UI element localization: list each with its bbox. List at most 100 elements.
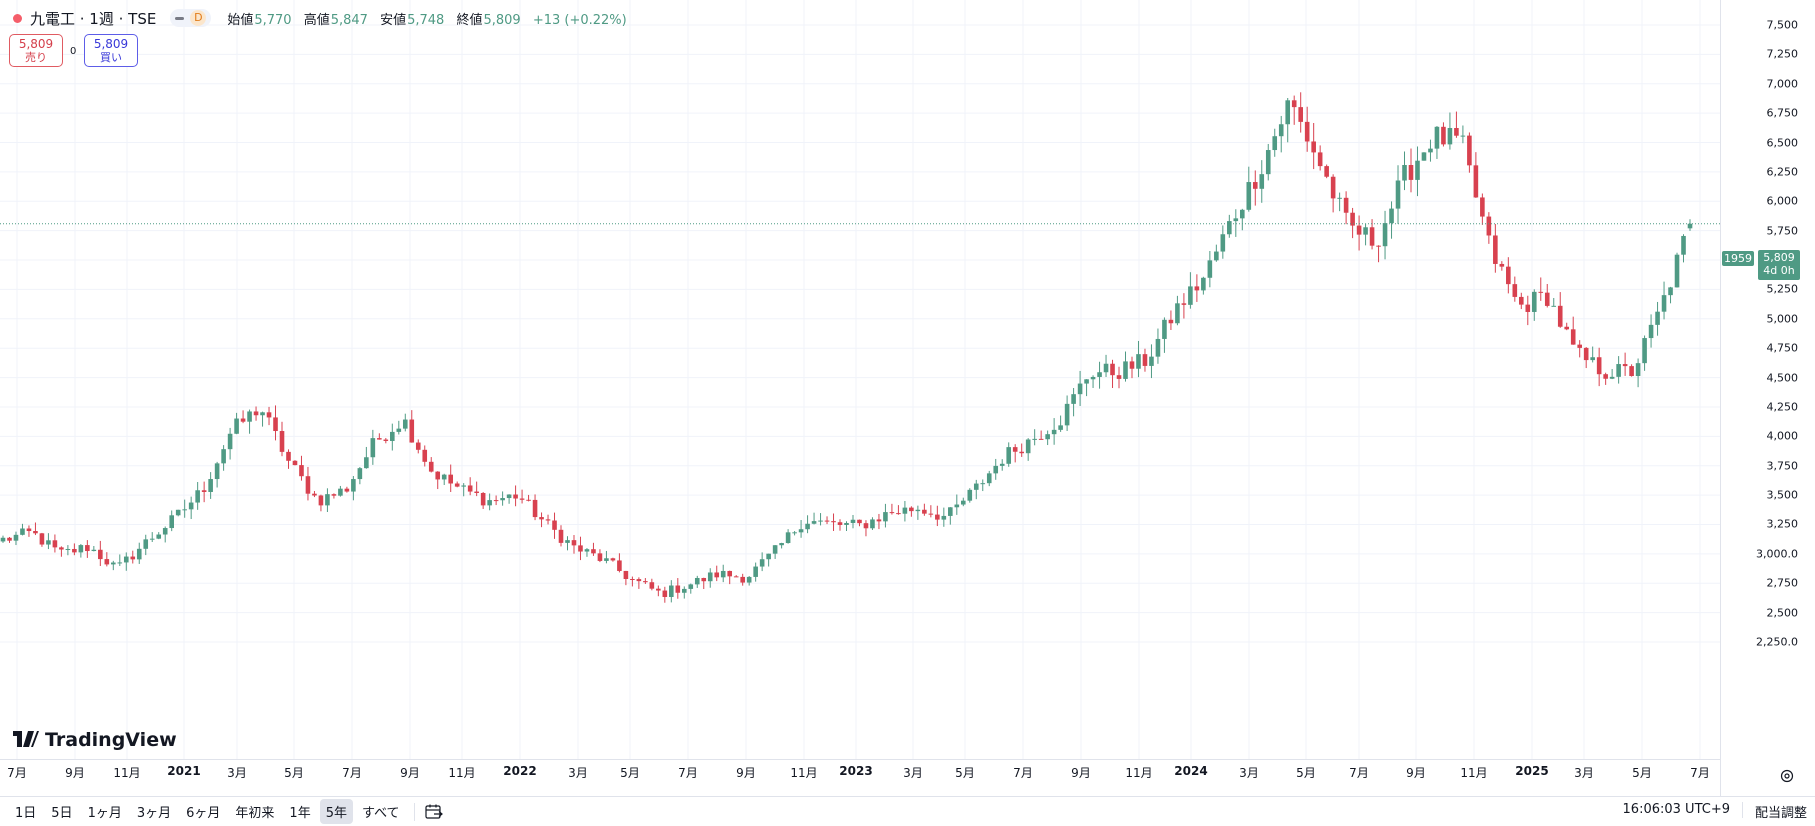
candle-body — [1590, 357, 1595, 361]
candle-body — [1097, 372, 1102, 377]
range-button[interactable]: 1ヶ月 — [87, 806, 122, 821]
candle-body — [1129, 361, 1135, 369]
candle-body — [441, 474, 447, 480]
candle-body — [1064, 403, 1070, 426]
candle-body — [1525, 304, 1531, 312]
candle-body — [182, 509, 187, 511]
low-label: 安値 — [380, 12, 407, 28]
candle-body — [370, 438, 376, 458]
candle-body — [844, 522, 849, 525]
candle-body — [720, 570, 726, 578]
price-tick-label: 7,500 — [1766, 18, 1799, 32]
candle-body — [331, 494, 337, 496]
candle-body — [91, 549, 97, 552]
candle-body — [1084, 379, 1089, 384]
time-tick-label: 2022 — [503, 764, 537, 778]
time-tick-label: 9月 — [1071, 766, 1091, 780]
candle-body — [876, 519, 882, 522]
range-button[interactable]: 1年 — [289, 806, 311, 821]
price-tick-label: 5,250 — [1766, 282, 1799, 296]
candle-body — [896, 513, 901, 515]
candle-body — [889, 512, 895, 514]
candle-body — [1038, 438, 1044, 440]
time-tick-label: 3月 — [1239, 766, 1259, 780]
time-tick-label: 9月 — [736, 766, 756, 780]
candle-body — [766, 553, 771, 560]
range-button[interactable]: 5年 — [319, 799, 353, 824]
time-tick-label: 11月 — [113, 766, 141, 780]
sell-label: 売り — [25, 51, 47, 64]
candle-body — [448, 474, 454, 484]
candles-group — [0, 92, 1693, 603]
candle-body — [409, 419, 415, 443]
candle-body — [273, 417, 278, 432]
current-price: 5,809 — [1763, 251, 1795, 264]
sell-button[interactable]: 5,809 売り — [9, 34, 63, 67]
candle-body — [1447, 128, 1453, 145]
adjust-dividends-toggle[interactable]: 配当調整 — [1754, 806, 1807, 821]
candle-body — [999, 463, 1005, 466]
candle-body — [1252, 182, 1258, 189]
candle-body — [402, 419, 408, 429]
buy-button[interactable]: 5,809 買い — [84, 34, 138, 67]
candle-body — [1428, 148, 1433, 153]
candle-body — [915, 509, 921, 512]
candle-body — [85, 545, 90, 552]
candle-body — [377, 438, 382, 440]
range-button[interactable]: すべて — [361, 806, 400, 821]
range-button[interactable]: 1日 — [15, 806, 37, 821]
time-axis[interactable]: 7月 9月 11月 2021 3月 5月 7月 9月 11月 2022 3月 5月 7月 9月 11月 202… — [0, 764, 1720, 784]
candle-body — [1681, 235, 1686, 255]
candle-body — [506, 494, 512, 499]
calendar-goto-icon[interactable] — [424, 804, 443, 820]
price-tick-label: 2,500 — [1766, 606, 1799, 620]
candle-body — [824, 520, 830, 522]
candle-body — [65, 548, 71, 550]
tradingview-logo[interactable]: TradingView — [13, 728, 177, 752]
clock[interactable]: 16:06:03 UTC+9 — [1622, 802, 1730, 817]
data-mode-badge[interactable]: D — [170, 9, 212, 27]
gear-icon[interactable] — [1779, 768, 1795, 784]
range-button[interactable]: 6ヶ月 — [186, 806, 221, 821]
candle-body — [415, 442, 421, 450]
candle-body — [701, 577, 707, 582]
candle-body — [383, 439, 389, 441]
candle-body — [1304, 121, 1310, 142]
candle-body — [1239, 209, 1245, 219]
candle-body — [818, 520, 823, 522]
candle-body — [195, 490, 200, 503]
candle-body — [578, 545, 583, 552]
candle-body — [1201, 277, 1206, 291]
range-button[interactable]: 5日 — [51, 806, 73, 821]
candle-body — [610, 558, 616, 561]
candle-body — [156, 534, 162, 539]
candle-body — [247, 411, 252, 422]
candle-body — [1687, 223, 1693, 229]
candle-body — [519, 498, 525, 500]
range-button[interactable]: 年初来 — [235, 806, 275, 821]
price-tick-label: 6,750 — [1766, 106, 1799, 120]
range-button[interactable]: 3ヶ月 — [136, 806, 172, 821]
candle-body — [922, 509, 927, 514]
time-tick-label: 7月 — [7, 766, 27, 780]
candle-body — [798, 529, 804, 533]
candle-body — [338, 488, 343, 496]
candle-body — [474, 491, 479, 493]
chart-canvas[interactable] — [0, 0, 1815, 796]
candle-body — [779, 543, 784, 546]
candle-body — [1246, 182, 1252, 210]
price-axis[interactable]: 7,500 7,250 7,000 6,750 6,500 6,250 6,000 5,750… — [1722, 0, 1815, 780]
candle-body — [201, 490, 207, 492]
candle-body — [552, 520, 557, 530]
candle-body — [1233, 218, 1239, 222]
candle-body — [1207, 260, 1213, 278]
candle-body — [1363, 227, 1368, 235]
price-tick-label: 2,750 — [1766, 576, 1799, 590]
symbol-title[interactable]: 九電工 · 1週 · TSE — [30, 9, 157, 28]
candle-body — [318, 495, 324, 506]
candle-body — [1635, 363, 1641, 377]
candle-body — [1071, 394, 1076, 404]
candle-body — [811, 521, 817, 524]
time-tick-label: 11月 — [448, 766, 476, 780]
candle-body — [130, 556, 136, 560]
